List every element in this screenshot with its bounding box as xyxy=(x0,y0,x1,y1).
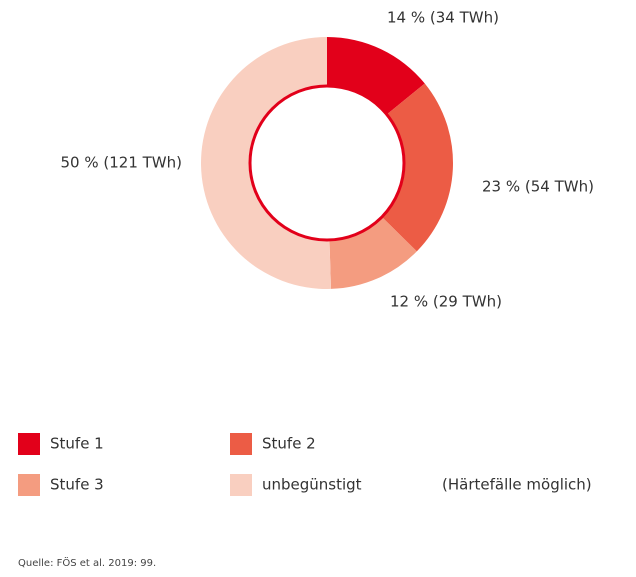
data-label: 12 % (29 TWh) xyxy=(390,293,502,311)
legend-label: Stufe 2 xyxy=(262,435,316,453)
donut-slice xyxy=(200,37,331,289)
legend-swatch xyxy=(18,433,40,455)
legend-label: unbegünstigt xyxy=(262,476,362,494)
annotation: (Härtefälle möglich) xyxy=(442,476,592,494)
data-label: 23 % (54 TWh) xyxy=(482,178,594,196)
source: Quelle: FÖS et al. 2019: 99. xyxy=(18,556,156,569)
data-label: 50 % (121 TWh) xyxy=(61,154,182,172)
donut-slice xyxy=(380,83,454,252)
data-label: 14 % (34 TWh) xyxy=(387,9,499,27)
donut-slice xyxy=(329,215,417,289)
legend-swatch xyxy=(18,474,40,496)
legend-label: Stufe 3 xyxy=(50,476,104,494)
legend-swatch xyxy=(230,433,252,455)
donut-slice xyxy=(327,37,425,116)
donut-hole xyxy=(248,84,406,242)
legend-swatch xyxy=(230,474,252,496)
legend-label: Stufe 1 xyxy=(50,435,104,453)
